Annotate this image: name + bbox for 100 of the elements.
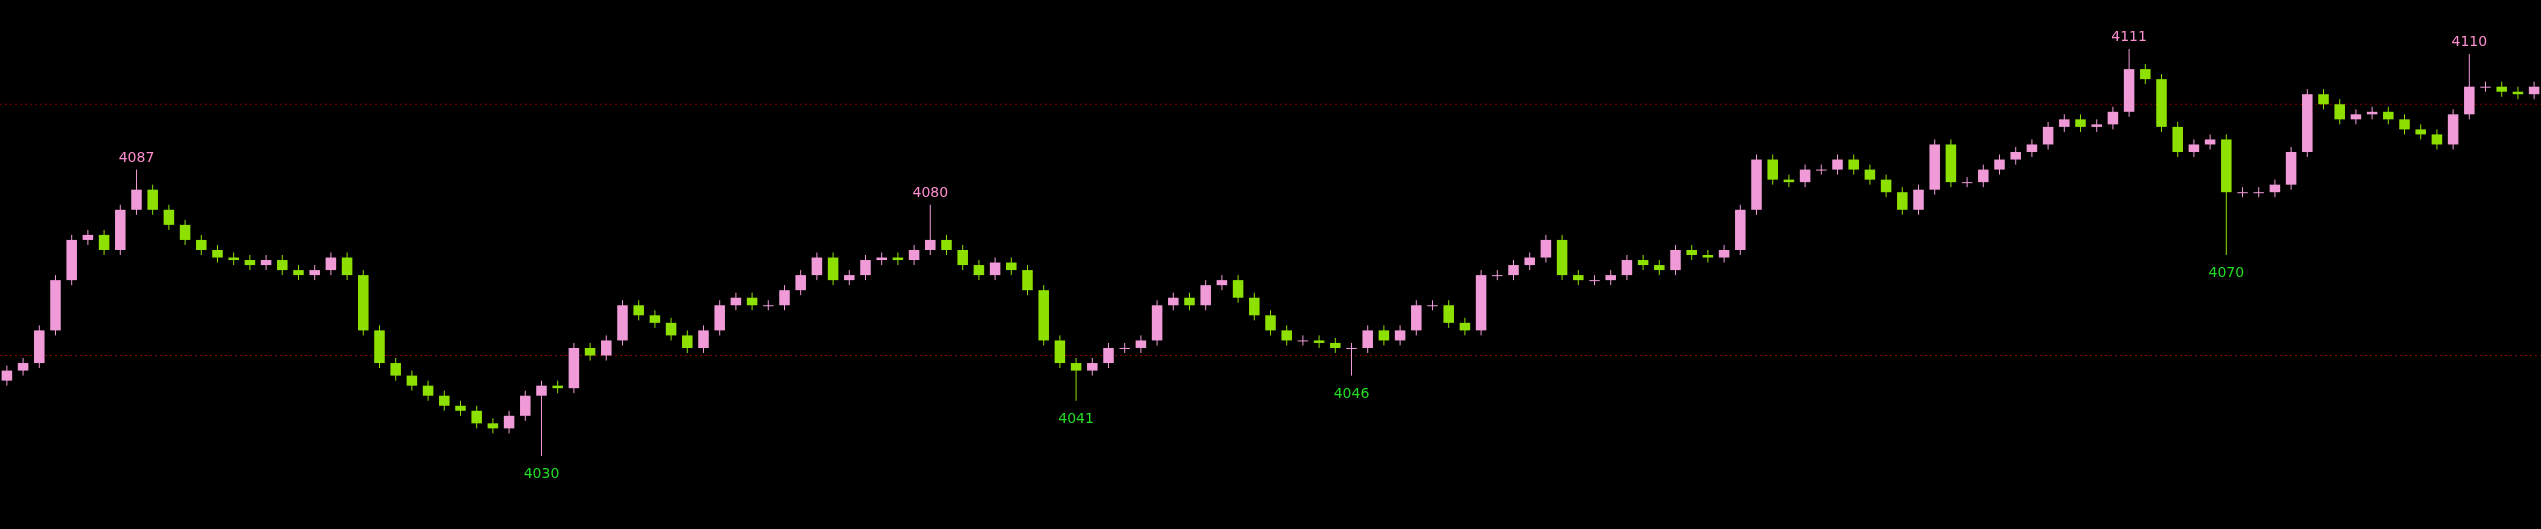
candlestick bbox=[649, 309, 661, 329]
candlestick bbox=[503, 410, 515, 434]
candlestick bbox=[471, 405, 482, 429]
candlestick bbox=[1702, 249, 1714, 264]
candlestick bbox=[1767, 154, 1778, 186]
candlestick bbox=[1880, 174, 1892, 198]
candlestick bbox=[98, 229, 110, 256]
candlestick bbox=[439, 390, 450, 412]
candlestick bbox=[1394, 324, 1406, 346]
candlestick bbox=[1200, 279, 1211, 311]
candlestick bbox=[1022, 264, 1033, 296]
candlestick bbox=[779, 284, 790, 311]
candlestick bbox=[601, 334, 612, 362]
candlestick bbox=[1362, 324, 1373, 354]
candlestick bbox=[2204, 133, 2216, 150]
candlestick bbox=[973, 259, 985, 281]
candlestick bbox=[1346, 342, 1357, 377]
candlestick bbox=[277, 254, 288, 276]
candlestick bbox=[1232, 274, 1244, 304]
candlestick bbox=[390, 357, 401, 382]
candlestick bbox=[2431, 128, 2443, 150]
candlestick bbox=[2140, 63, 2151, 85]
annotation: 4041 bbox=[1058, 409, 1094, 426]
candlestick bbox=[957, 244, 968, 271]
candlestick bbox=[1216, 274, 1228, 291]
candlestick bbox=[1249, 292, 1260, 321]
candlestick bbox=[2318, 88, 2329, 110]
candlestick bbox=[17, 357, 29, 377]
candlestick bbox=[2334, 98, 2345, 125]
candlestick bbox=[487, 417, 499, 434]
candlestick bbox=[1070, 357, 1082, 402]
annotation: 4087 bbox=[118, 148, 155, 165]
candlestick bbox=[1961, 176, 1973, 188]
candlestick bbox=[1670, 244, 1681, 276]
candlestick bbox=[1913, 184, 1924, 216]
annotation: 4046 bbox=[1333, 384, 1370, 401]
candlestick bbox=[1313, 334, 1325, 349]
candlestick bbox=[941, 234, 952, 256]
candlestick bbox=[179, 219, 191, 246]
candlestick bbox=[795, 269, 806, 296]
candlestick bbox=[1848, 154, 1859, 176]
candlestick bbox=[1427, 299, 1438, 311]
candlestick bbox=[1637, 254, 1649, 271]
candlestick bbox=[1, 365, 13, 387]
candlestick bbox=[1621, 254, 1633, 281]
candlestick bbox=[2237, 186, 2248, 198]
candlestick bbox=[1978, 164, 1989, 188]
candlestick bbox=[2253, 186, 2264, 198]
annotation: 4110 bbox=[2451, 33, 2488, 50]
candlestick bbox=[260, 254, 272, 271]
candlestick bbox=[1589, 274, 1600, 286]
candlestick bbox=[908, 244, 920, 266]
candlestick bbox=[1816, 164, 1827, 176]
candlestick bbox=[2480, 81, 2491, 93]
candlestick bbox=[2026, 138, 2038, 158]
candlestick bbox=[763, 299, 774, 311]
candlestick bbox=[520, 390, 531, 422]
candlestick bbox=[1540, 234, 1552, 264]
annotation: 4111 bbox=[2111, 28, 2147, 44]
candlestick bbox=[1718, 244, 1730, 264]
candlestick bbox=[1508, 259, 1519, 281]
candlestick bbox=[1265, 309, 1276, 336]
candlestick bbox=[163, 204, 175, 231]
candlestick bbox=[422, 380, 434, 402]
candlestick bbox=[2042, 121, 2054, 150]
candlestick bbox=[1135, 334, 1147, 354]
candlestick bbox=[811, 252, 823, 281]
candlestick bbox=[860, 254, 871, 281]
candlestick bbox=[2107, 106, 2119, 130]
candlestick bbox=[1297, 334, 1309, 346]
candlestick bbox=[1799, 164, 1811, 188]
candlestick bbox=[2188, 138, 2200, 158]
candlestick bbox=[2350, 108, 2362, 125]
candlestick bbox=[925, 204, 936, 256]
candlestick bbox=[536, 380, 547, 457]
candlestick bbox=[244, 254, 256, 271]
candlestick bbox=[1864, 164, 1876, 186]
candlestick bbox=[1119, 342, 1130, 354]
candlestick bbox=[1378, 324, 1390, 346]
candlestick bbox=[1054, 334, 1066, 369]
candlestick bbox=[665, 317, 677, 341]
candlestick bbox=[1994, 154, 2005, 176]
candlestick bbox=[827, 252, 839, 286]
candlestick bbox=[325, 252, 337, 276]
candlestick bbox=[682, 329, 693, 354]
candlestick bbox=[633, 299, 644, 321]
candlestick bbox=[698, 324, 709, 354]
candlestick bbox=[82, 229, 94, 246]
candlestick bbox=[341, 252, 353, 281]
annotation: 4070 bbox=[2208, 264, 2245, 281]
candlestick bbox=[131, 169, 142, 216]
candlestick bbox=[1443, 299, 1454, 329]
candlestick bbox=[196, 234, 207, 256]
candlestick bbox=[1103, 342, 1114, 369]
candlestick bbox=[1897, 186, 1908, 216]
candlestick bbox=[406, 370, 418, 392]
candlestick bbox=[1281, 324, 1292, 346]
candlestick bbox=[1832, 154, 1843, 176]
candlestick bbox=[2399, 113, 2410, 135]
annotation: 4080 bbox=[912, 183, 949, 200]
